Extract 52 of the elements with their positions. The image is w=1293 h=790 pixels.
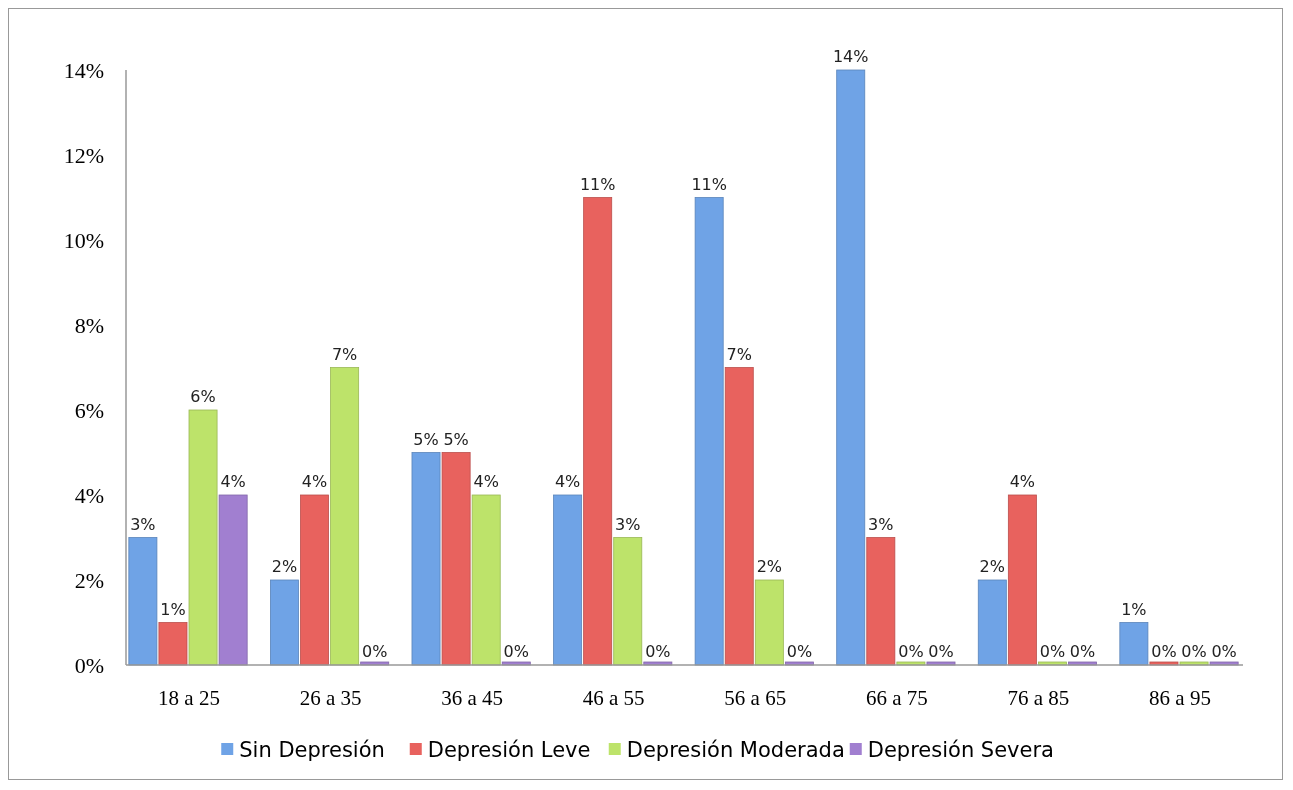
data-label: 14% bbox=[832, 47, 869, 66]
data-label: 7% bbox=[331, 344, 358, 364]
x-tick-label: 26 a 35 bbox=[299, 686, 362, 710]
data-label: 0% bbox=[1181, 642, 1207, 661]
y-tick-label: 0% bbox=[74, 652, 104, 678]
data-label: 4% bbox=[220, 472, 246, 491]
data-label: 7% bbox=[726, 344, 752, 364]
data-label: 0% bbox=[786, 642, 813, 661]
legend-label: Sin Depresión bbox=[239, 738, 385, 763]
data-label: 3% bbox=[615, 514, 641, 534]
data-label: 4% bbox=[1009, 472, 1036, 491]
data-label: 0% bbox=[1069, 642, 1096, 661]
x-tick-label: 76 a 85 bbox=[1007, 686, 1070, 710]
data-label: 1% bbox=[1121, 599, 1147, 619]
x-tick-label: 56 a 65 bbox=[724, 686, 787, 710]
data-label: 6% bbox=[190, 387, 216, 406]
y-tick-label: 8% bbox=[74, 312, 104, 338]
data-label: 2% bbox=[756, 557, 783, 576]
y-tick-label: 6% bbox=[74, 397, 104, 423]
x-tick-label: 18 a 25 bbox=[158, 686, 220, 710]
x-tick-label: 36 a 45 bbox=[441, 686, 504, 710]
data-label: 2% bbox=[271, 557, 298, 576]
data-label: 0% bbox=[1211, 642, 1237, 661]
data-label: 11% bbox=[579, 174, 616, 194]
legend-label: Depresión Leve bbox=[427, 738, 591, 763]
y-tick-label: 2% bbox=[74, 567, 104, 593]
data-label: 0% bbox=[362, 642, 388, 661]
y-tick-label: 4% bbox=[74, 482, 104, 508]
x-tick-label: 66 a 75 bbox=[865, 686, 928, 710]
data-label: 4% bbox=[301, 472, 328, 491]
data-label: 5% bbox=[413, 429, 439, 449]
data-label: 0% bbox=[645, 642, 671, 661]
data-label: 5% bbox=[443, 429, 469, 449]
y-tick-label: 12% bbox=[63, 142, 104, 168]
data-label: 1% bbox=[160, 599, 186, 619]
legend-label: Depresión Severa bbox=[867, 738, 1054, 763]
x-tick-label: 86 a 95 bbox=[1149, 686, 1211, 710]
data-label: 3% bbox=[130, 514, 156, 534]
data-label: 0% bbox=[1039, 642, 1066, 661]
data-label: 11% bbox=[691, 174, 727, 194]
legend-label: Depresión Moderada bbox=[626, 738, 845, 763]
data-label: 0% bbox=[898, 642, 924, 661]
data-label: 2% bbox=[979, 557, 1005, 576]
data-label: 0% bbox=[503, 642, 529, 661]
data-label: 4% bbox=[554, 472, 581, 491]
data-label: 0% bbox=[1151, 642, 1177, 661]
x-tick-label: 46 a 55 bbox=[582, 686, 645, 710]
data-label: 4% bbox=[473, 472, 499, 491]
data-label: 3% bbox=[868, 514, 894, 534]
y-tick-label: 10% bbox=[63, 227, 104, 253]
y-tick-label: 14% bbox=[63, 57, 104, 83]
data-label: 0% bbox=[928, 642, 954, 661]
